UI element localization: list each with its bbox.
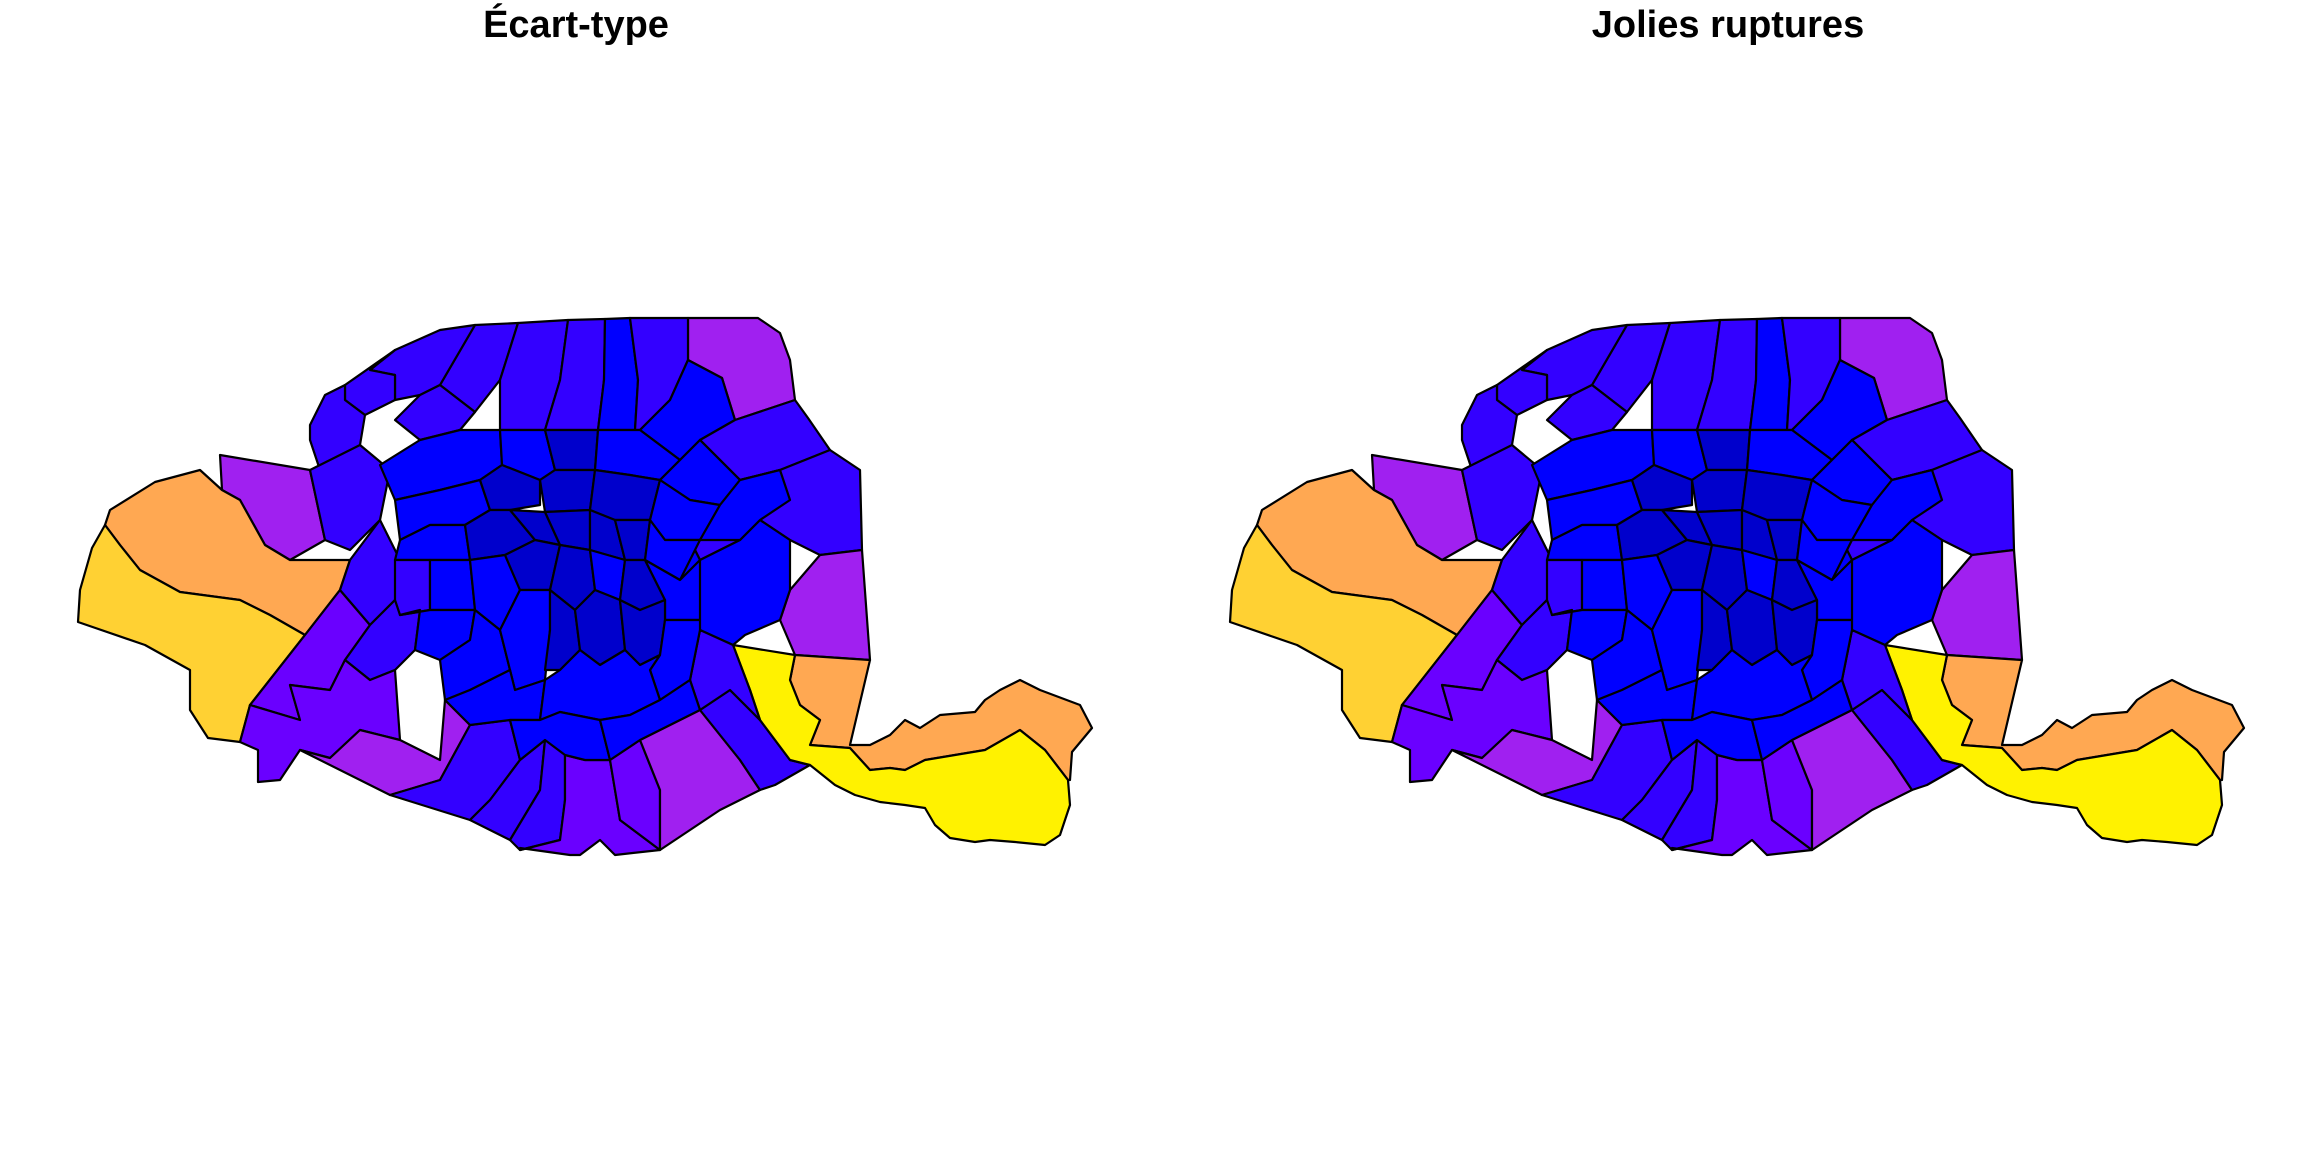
map-panel-ecart-type: Écart-type [76,4,1094,857]
region-center-36 [1660,710,1764,762]
region-center-9 [1740,468,1814,522]
region-east-3 [1930,548,2024,662]
region-east-yellow [1883,643,2224,847]
region-center-11 [1850,468,1944,542]
region-center-37 [1750,678,1854,762]
map-title: Écart-type [483,4,669,46]
region-east-3 [778,548,872,662]
region-center-18 [1795,518,1854,582]
region-center-20 [428,558,477,612]
region-center-19 [393,558,432,617]
region-center-36 [508,710,612,762]
region-center-3 [543,428,600,472]
region-center-37 [598,678,702,762]
map-panel-jolies-ruptures: Jolies ruptures [1152,0,2304,1152]
region-center-9 [588,468,662,522]
choropleth-map [76,316,1094,857]
region-center-20 [1580,558,1629,612]
region-center-18 [643,518,702,582]
choropleth-map [1228,316,2246,857]
map-title: Jolies ruptures [1591,4,1865,46]
region-center-3 [1695,428,1752,472]
region-center-8 [538,468,597,514]
region-east-yellow [731,643,1072,847]
region-center-8 [1690,468,1749,514]
region-center-11 [698,468,792,542]
region-center-19 [1545,558,1584,617]
